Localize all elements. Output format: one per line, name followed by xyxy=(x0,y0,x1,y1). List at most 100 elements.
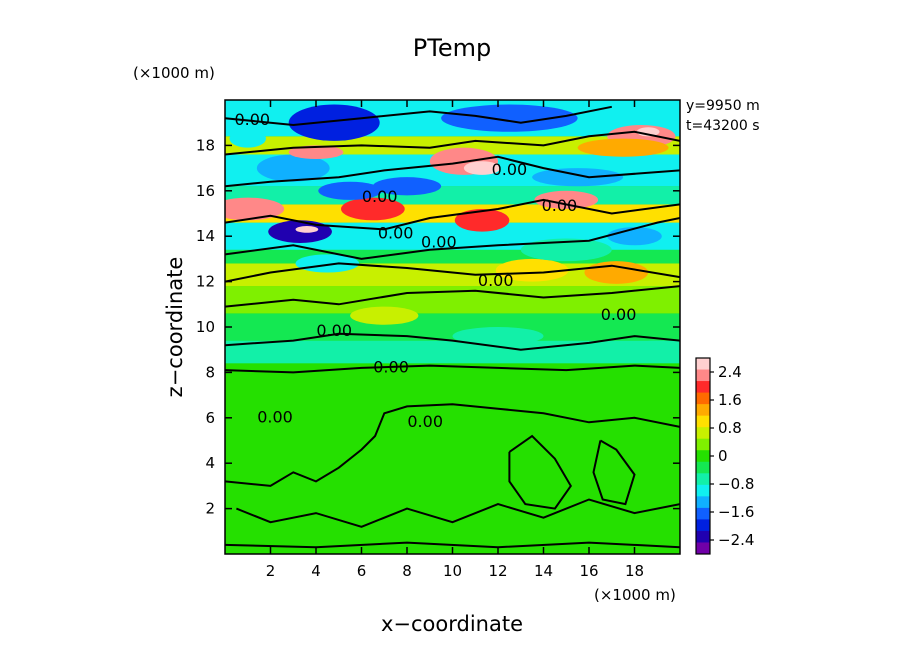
y-axis-title: z−coordinate xyxy=(163,257,187,398)
contour-label: 0.00 xyxy=(378,223,414,242)
colorbar-swatch xyxy=(696,496,710,509)
x-tick-label: 4 xyxy=(311,562,321,580)
y-tick-label: 14 xyxy=(196,227,215,245)
field-blob xyxy=(463,161,501,175)
zero-contour-line xyxy=(225,285,680,308)
x-tick-label: 16 xyxy=(579,562,598,580)
zero-contour-line xyxy=(225,130,680,156)
y-tick-label: 16 xyxy=(196,182,215,200)
zero-contour-line xyxy=(225,541,680,549)
x-tick-label: 2 xyxy=(266,562,276,580)
field-blob xyxy=(577,138,669,157)
y-tick-label: 6 xyxy=(205,409,215,427)
colorbar-swatch xyxy=(696,381,710,394)
colorbar-swatch xyxy=(696,484,710,497)
x-axis-unit: (×1000 m) xyxy=(594,586,676,604)
field-blob xyxy=(372,177,442,196)
zero-contour-line xyxy=(508,434,572,510)
field-blob xyxy=(288,104,380,141)
x-tick-label: 8 xyxy=(402,562,412,580)
colorbar-swatch xyxy=(696,427,710,440)
contour-label: 0.00 xyxy=(362,187,398,206)
field-blob xyxy=(534,190,599,209)
x-axis-title: x−coordinate xyxy=(381,612,523,636)
colorbar-tick-label: −2.4 xyxy=(718,531,754,549)
field-blob xyxy=(288,145,344,160)
x-tick-label: 6 xyxy=(357,562,367,580)
contour-label: 0.00 xyxy=(407,412,443,431)
contour-label: 0.00 xyxy=(257,407,293,426)
field-blob xyxy=(520,238,612,262)
colorbar-swatch xyxy=(696,519,710,532)
zero-contour-line xyxy=(225,155,680,188)
zero-contour-line xyxy=(592,439,636,506)
zero-contour-line xyxy=(225,217,680,260)
colorbar-swatch xyxy=(696,461,710,474)
x-tick-label: 12 xyxy=(488,562,507,580)
x-tick-label: 14 xyxy=(534,562,553,580)
colorbar-tick-label: 0.8 xyxy=(718,419,742,437)
contour-label: 0.00 xyxy=(421,233,457,252)
contour-label: 0.00 xyxy=(316,321,352,340)
chart-title: PTemp xyxy=(413,34,491,62)
colorbar-swatch xyxy=(696,542,710,555)
colorbar-swatch xyxy=(696,369,710,382)
colorbar: 2.4 1.6 0.8 0 −0.8 −1.6 −2.4 xyxy=(695,357,754,555)
contour-label: 0.00 xyxy=(234,110,270,129)
contour-label: 0.00 xyxy=(478,271,514,290)
colorbar-swatch xyxy=(696,473,710,486)
field-blob xyxy=(532,168,624,187)
info-y-position: y=9950 m xyxy=(686,98,760,114)
colorbar-swatch xyxy=(696,507,710,520)
zero-contour-line xyxy=(225,262,680,283)
field-blob xyxy=(256,154,330,182)
field-blob xyxy=(607,227,662,246)
colorbar-tick-label: 0 xyxy=(718,447,728,465)
field-band xyxy=(225,340,680,364)
colorbar-tick-label: 1.6 xyxy=(718,391,742,409)
field-band xyxy=(225,186,680,205)
y-tick-label: 10 xyxy=(196,318,215,336)
colorbar-swatch xyxy=(696,450,710,463)
zero-contour-line xyxy=(225,332,680,351)
contour-label: 0.00 xyxy=(542,196,578,215)
x-tick-label: 10 xyxy=(443,562,462,580)
field-blob xyxy=(623,340,680,359)
contour-label: 0.00 xyxy=(601,305,637,324)
contour-label: 0.00 xyxy=(373,357,409,376)
field-blob xyxy=(225,197,285,221)
colorbar-swatch xyxy=(696,404,710,417)
colorbar-tick-label: −0.8 xyxy=(718,475,754,493)
y-tick-label: 12 xyxy=(196,273,215,291)
y-tick-label: 8 xyxy=(205,363,215,381)
y-tick-label: 4 xyxy=(205,454,215,472)
y-tick-label: 2 xyxy=(205,500,215,518)
zero-contour-line xyxy=(225,198,680,231)
field-blob xyxy=(295,225,319,233)
zero-contour-line xyxy=(225,364,680,374)
zero-contour-line xyxy=(225,403,680,487)
colorbar-tick-label: 2.4 xyxy=(718,363,742,381)
field-blob xyxy=(452,327,544,346)
field-blob xyxy=(229,129,266,148)
field-blob xyxy=(584,261,649,284)
colorbar-swatch xyxy=(696,358,710,371)
heatmap-field xyxy=(225,100,680,554)
field-blob xyxy=(350,306,419,325)
y-tick-label: 18 xyxy=(196,136,215,154)
colorbar-swatch xyxy=(696,530,710,543)
info-time: t=43200 s xyxy=(686,118,760,134)
zero-contour-line xyxy=(225,105,612,127)
y-axis-unit: (×1000 m) xyxy=(133,64,215,82)
zero-contour-line xyxy=(236,498,680,528)
field-blob xyxy=(341,197,405,221)
colorbar-tick-label: −1.6 xyxy=(718,503,754,521)
field-blob xyxy=(441,104,578,132)
colorbar-swatch xyxy=(696,438,710,451)
field-blob xyxy=(318,181,382,200)
colorbar-swatch xyxy=(696,415,710,428)
colorbar-swatch xyxy=(696,392,710,405)
field-blob xyxy=(454,208,510,232)
